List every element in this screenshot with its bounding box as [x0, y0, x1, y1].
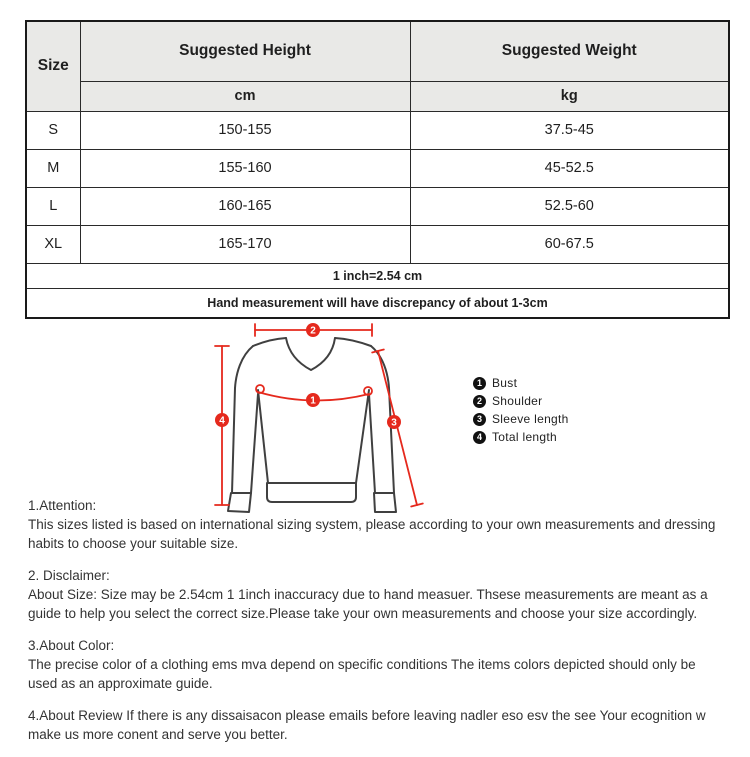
table-note-row: 1 inch=2.54 cm — [25, 262, 730, 289]
legend-label: Shoulder — [492, 394, 543, 408]
shoulder-number-icon: 2 — [473, 394, 486, 408]
section-heading: 2. Disclaimer: — [28, 568, 110, 583]
sweater-outline — [227, 337, 397, 513]
table-row-xl: XL 165-170 60-67.5 — [25, 224, 730, 264]
table-row-s: S 150-155 37.5-45 — [25, 110, 730, 150]
height-unit-header: cm — [79, 80, 411, 112]
legend-label: Bust — [492, 376, 518, 390]
bust-marker-circle — [306, 393, 320, 407]
measurement-legend: 1 Bust 2 Shoulder 3 Sleeve length 4 Tota… — [473, 374, 569, 446]
note-hand-measurement: Hand measurement will have discrepancy o… — [25, 287, 730, 319]
legend-item-shoulder: 2 Shoulder — [473, 392, 569, 410]
weight-cell: 52.5-60 — [409, 186, 730, 226]
section-body: The precise color of a clothing ems mva … — [28, 657, 707, 691]
note-inch-conversion: 1 inch=2.54 cm — [25, 262, 730, 289]
section-about-review: 4.About Review If there is any dissaisac… — [28, 706, 736, 744]
sleeve-marker-circle — [387, 415, 401, 429]
notes-sections: 1.Attention: This sizes listed is based … — [28, 496, 736, 757]
height-cell: 155-160 — [79, 148, 411, 188]
table-row-l: L 160-165 52.5-60 — [25, 186, 730, 226]
size-cell: XL — [25, 224, 81, 264]
measurement-markers: 2 1 3 4 — [215, 323, 401, 429]
table-note-row: Hand measurement will have discrepancy o… — [25, 287, 730, 319]
section-body: About Size: Size may be 2.54cm 1 1inch i… — [28, 587, 719, 621]
legend-label: Total length — [492, 430, 557, 444]
section-about-color: 3.About Color: The precise color of a cl… — [28, 636, 736, 693]
height-cell: 160-165 — [79, 186, 411, 226]
sleeve-marker-number: 3 — [391, 418, 397, 429]
suggested-height-header: Suggested Height — [79, 20, 411, 82]
total-number-icon: 4 — [473, 430, 486, 444]
total-marker-number: 4 — [219, 416, 225, 427]
height-cell: 165-170 — [79, 224, 411, 264]
size-cell: L — [25, 186, 81, 226]
size-table: Size Suggested Height Suggested Weight c… — [25, 20, 730, 319]
section-heading: 3.About Color: — [28, 638, 115, 653]
measurement-lines — [214, 323, 424, 508]
legend-item-sleeve-length: 3 Sleeve length — [473, 410, 569, 428]
height-cell: 150-155 — [79, 110, 411, 150]
size-cell: M — [25, 148, 81, 188]
size-cell: S — [25, 110, 81, 150]
bust-number-icon: 1 — [473, 376, 486, 390]
section-body: This sizes listed is based on internatio… — [28, 517, 727, 551]
weight-cell: 60-67.5 — [409, 224, 730, 264]
size-column-header: Size — [25, 20, 81, 112]
legend-item-bust: 1 Bust — [473, 374, 569, 392]
section-body: 4.About Review If there is any dissaisac… — [28, 708, 717, 742]
table-row-m: M 155-160 45-52.5 — [25, 148, 730, 188]
sweater-measurement-diagram: 2 1 3 4 — [214, 323, 424, 513]
weight-cell: 45-52.5 — [409, 148, 730, 188]
bust-marker-number: 1 — [310, 396, 316, 407]
weight-cell: 37.5-45 — [409, 110, 730, 150]
suggested-weight-header: Suggested Weight — [409, 20, 730, 82]
section-attention: 1.Attention: This sizes listed is based … — [28, 496, 736, 553]
section-disclaimer: 2. Disclaimer: About Size: Size may be 2… — [28, 566, 736, 623]
legend-item-total-length: 4 Total length — [473, 428, 569, 446]
legend-label: Sleeve length — [492, 412, 569, 426]
section-heading: 1.Attention: — [28, 498, 97, 513]
shoulder-marker-circle — [306, 323, 320, 337]
total-marker-circle — [215, 413, 229, 427]
weight-unit-header: kg — [409, 80, 730, 112]
shoulder-marker-number: 2 — [310, 326, 316, 337]
sleeve-number-icon: 3 — [473, 412, 486, 426]
